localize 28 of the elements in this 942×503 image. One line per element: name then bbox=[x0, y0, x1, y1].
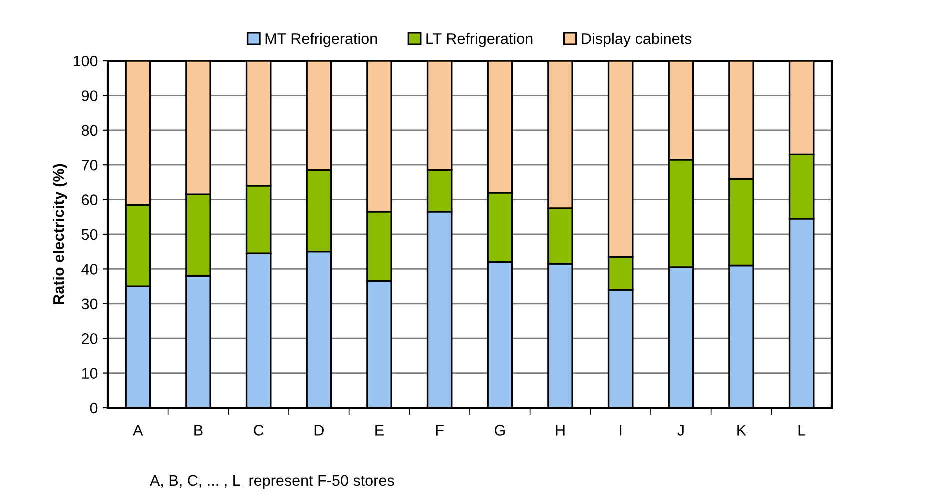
legend-label: MT Refrigeration bbox=[266, 33, 378, 48]
y-axis-title: Ratio electricity (%) bbox=[52, 164, 68, 304]
y-tick-label: 30 bbox=[82, 298, 98, 310]
x-tick-label: F bbox=[436, 425, 444, 436]
y-tick-label: 80 bbox=[82, 125, 98, 136]
x-tick-label: B bbox=[194, 425, 203, 436]
x-tick-label: I bbox=[620, 425, 622, 436]
y-tick-label: 50 bbox=[82, 229, 98, 240]
y-tick-label: 90 bbox=[82, 90, 98, 102]
x-tick-label: A bbox=[133, 425, 144, 436]
y-tick-label: 60 bbox=[82, 194, 98, 206]
y-tick-label: 20 bbox=[82, 333, 98, 344]
x-tick-label: H bbox=[556, 425, 565, 436]
y-tick-label: 0 bbox=[90, 402, 98, 414]
y-tick-label: 10 bbox=[82, 368, 98, 379]
x-tick-label: C bbox=[254, 425, 264, 436]
x-tick-label: L bbox=[798, 425, 806, 436]
x-tick-label: E bbox=[376, 425, 384, 436]
x-tick-label: D bbox=[314, 425, 324, 436]
text: A, B, C, ... , L represent F-50 stores bbox=[150, 475, 394, 490]
legend-label: Display cabinets bbox=[582, 33, 692, 48]
x-tick-label: K bbox=[738, 425, 746, 436]
legend-label: LT Refrigeration bbox=[426, 33, 533, 48]
x-tick-label: J bbox=[678, 425, 684, 436]
y-tick-label: 40 bbox=[82, 264, 98, 275]
x-tick-label: G bbox=[494, 425, 505, 436]
y-tick-label: 70 bbox=[82, 160, 98, 171]
y-tick-label: 100 bbox=[74, 56, 98, 67]
